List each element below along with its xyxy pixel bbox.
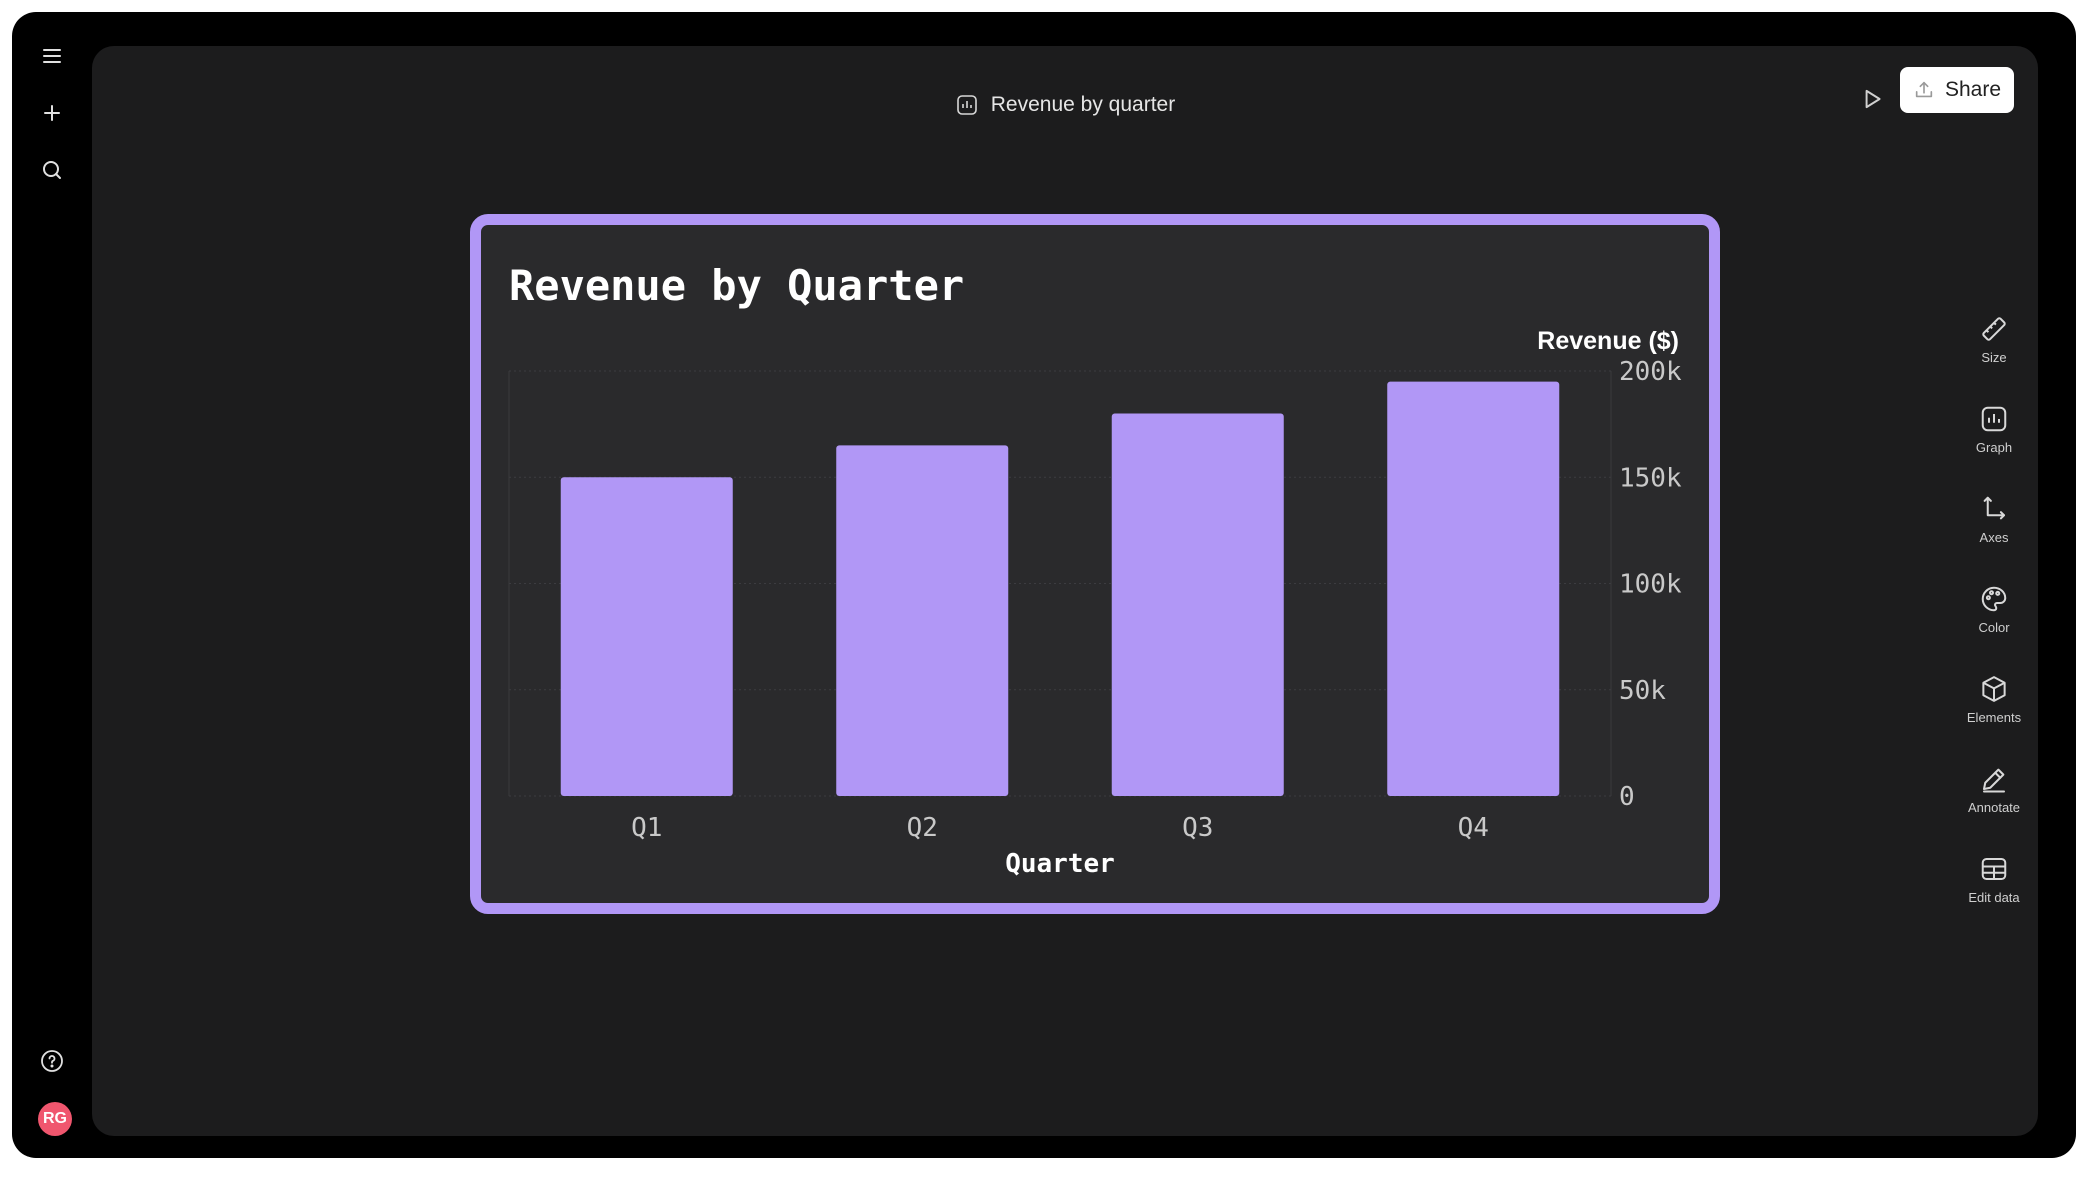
- palette-icon: [1981, 586, 2007, 612]
- y-axis-title: Revenue ($): [1537, 327, 1679, 355]
- bar: [1387, 381, 1560, 796]
- document-title[interactable]: Revenue by quarter: [92, 88, 2038, 122]
- search-icon[interactable]: [34, 152, 70, 188]
- play-icon: [1865, 89, 1881, 109]
- canvas: Revenue by quarter Share Size Graph Axes…: [92, 46, 2038, 1136]
- tool-edit-data-label: Edit data: [1968, 890, 2020, 905]
- left-rail: RG: [12, 12, 92, 1158]
- tool-size[interactable]: Size: [1954, 314, 2034, 390]
- tool-size-label: Size: [1981, 350, 2007, 365]
- pen-icon: [1983, 768, 2005, 793]
- avatar[interactable]: RG: [38, 1102, 72, 1136]
- cube-icon: [1982, 676, 2006, 702]
- y-tick-label: 50k: [1619, 676, 1666, 706]
- tool-color[interactable]: Color: [1954, 584, 2034, 660]
- y-tick-label: 200k: [1619, 357, 1682, 387]
- share-label: Share: [1944, 78, 2002, 101]
- upload-icon: [1915, 81, 1933, 98]
- y-tick-label: 100k: [1619, 570, 1682, 600]
- document-title-label: Revenue by quarter: [990, 93, 1176, 116]
- x-tick-label: Q4: [1458, 813, 1489, 843]
- bar: [836, 445, 1009, 796]
- tool-axes[interactable]: Axes: [1954, 494, 2034, 570]
- x-axis-title: Quarter: [1005, 849, 1115, 879]
- tool-graph-label: Graph: [1975, 440, 2013, 455]
- chart-title: Revenue by Quarter: [509, 261, 965, 310]
- ruler-icon: [1982, 317, 2006, 341]
- bar: [1111, 413, 1284, 796]
- app-window: RG Revenue by quarter Share Size Graph A…: [12, 12, 2076, 1158]
- tool-elements-label: Elements: [1966, 710, 2022, 725]
- graph-icon: [1981, 406, 2007, 432]
- y-tick-label: 150k: [1619, 463, 1682, 493]
- tool-color-label: Color: [1978, 620, 2010, 635]
- x-tick-label: Q3: [1182, 813, 1213, 843]
- tool-elements[interactable]: Elements: [1954, 674, 2034, 750]
- chart-card[interactable]: Revenue by Quarter 0 50k 100k 150k 200k Reven…: [470, 214, 1720, 914]
- help-icon[interactable]: [34, 1043, 70, 1079]
- x-tick-label: Q1: [631, 813, 662, 843]
- chart-doc-icon: [956, 95, 977, 115]
- share-button[interactable]: Share: [1900, 67, 2014, 113]
- plus-icon[interactable]: [34, 95, 70, 131]
- menu-icon[interactable]: [34, 38, 70, 74]
- axes-icon: [1983, 496, 2005, 520]
- table-icon: [1981, 858, 2007, 880]
- tool-graph[interactable]: Graph: [1954, 404, 2034, 480]
- present-button[interactable]: [1852, 79, 1892, 119]
- tool-edit-data[interactable]: Edit data: [1954, 854, 2034, 930]
- bar: [560, 477, 733, 796]
- tool-annotate[interactable]: Annotate: [1954, 764, 2034, 840]
- x-tick-label: Q2: [907, 813, 938, 843]
- y-tick-label: 0: [1619, 782, 1635, 812]
- tool-axes-label: Axes: [1979, 530, 2009, 545]
- tool-annotate-label: Annotate: [1967, 800, 2021, 815]
